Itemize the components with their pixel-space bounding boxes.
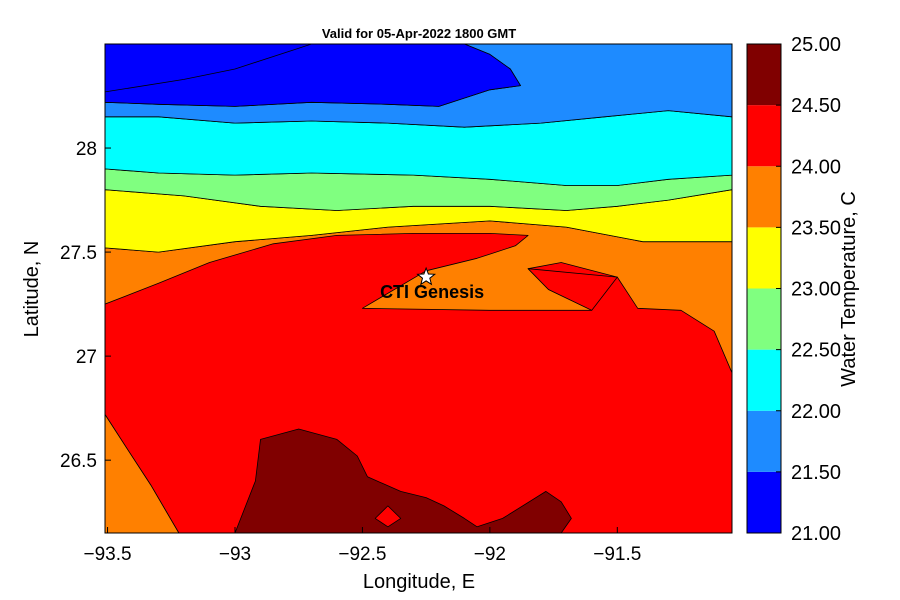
colorbar-band <box>747 105 781 167</box>
x-axis: −93.5 −93 −92.5 −92 −91.5 <box>84 527 641 565</box>
colorbar: 21.00 21.50 22.00 22.50 23.00 23.50 24.00 24.50… <box>746 34 841 545</box>
y-axis: 26.5 27 27.5 28 <box>60 139 111 472</box>
x-tick-label: −93 <box>219 544 251 565</box>
colorbar-band <box>747 288 781 350</box>
contour-region-5 <box>374 505 402 528</box>
colorbar-tick-label: 25.00 <box>791 34 841 56</box>
plot-frame <box>104 43 733 534</box>
y-axis-label: Latitude, N <box>21 241 43 338</box>
colorbar-band <box>747 471 781 533</box>
x-tick-label: −92.5 <box>338 544 386 565</box>
colorbar-tick-label: 23.50 <box>791 217 841 239</box>
x-tick-label: −92 <box>474 544 506 565</box>
contour-lines <box>105 44 312 93</box>
contour-region-4 <box>234 428 572 533</box>
y-tick-label: 26.5 <box>60 451 97 472</box>
colorbar-label: Water Temperature, C <box>838 191 860 387</box>
x-axis-label: Longitude, E <box>363 571 475 593</box>
colorbar-band <box>747 349 781 411</box>
plot-area <box>105 44 732 533</box>
y-tick-label: 27.5 <box>60 243 97 264</box>
y-tick-label: 28 <box>76 139 97 160</box>
colorbar-tick-label: 24.50 <box>791 95 841 117</box>
colorbar-tick-label: 22.50 <box>791 340 841 362</box>
y-tick-label: 27 <box>76 347 97 368</box>
chart-title: Valid for 05-Apr-2022 1800 GMT <box>322 26 516 41</box>
site-label: CTI Genesis <box>380 282 484 302</box>
contour-regions <box>105 44 732 533</box>
colorbar-tick-label: 22.00 <box>791 401 841 423</box>
x-tick-label: −93.5 <box>84 544 132 565</box>
contour-line-0 <box>105 44 312 93</box>
colorbar-tick-label: 21.00 <box>791 523 841 545</box>
colorbar-band <box>747 410 781 472</box>
contour-region-10 <box>105 44 521 107</box>
annotation-layer: CTI Genesis <box>380 266 484 302</box>
site-star-icon <box>416 266 437 286</box>
x-tick-label: −91.5 <box>593 544 641 565</box>
contour-region-3 <box>527 268 618 311</box>
colorbar-band <box>747 166 781 228</box>
colorbar-tick-label: 23.00 <box>791 279 841 301</box>
colorbar-tick-label: 24.00 <box>791 156 841 178</box>
colorbar-band <box>747 227 781 289</box>
colorbar-band <box>747 44 781 106</box>
colorbar-tick-label: 21.50 <box>791 462 841 484</box>
